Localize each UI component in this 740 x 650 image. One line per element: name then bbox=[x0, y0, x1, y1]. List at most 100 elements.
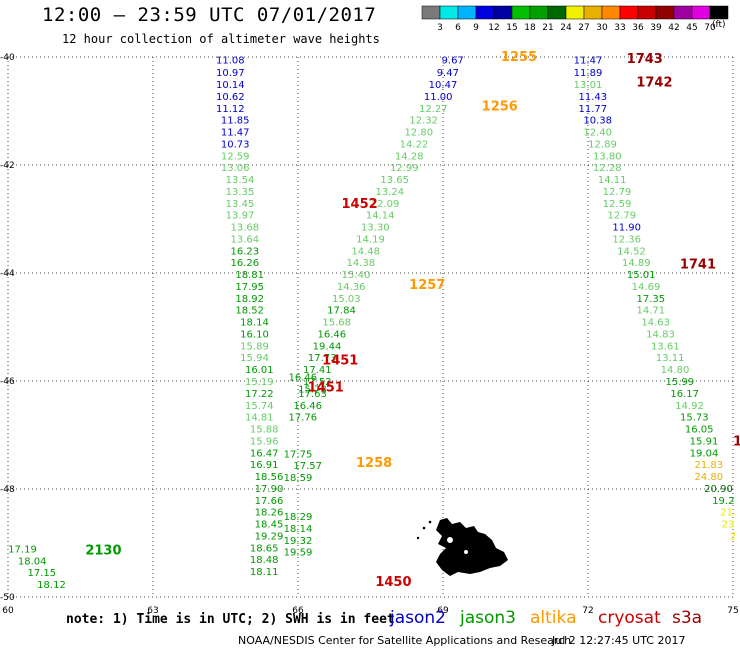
pass-time-label: 2130 bbox=[85, 543, 121, 558]
pass-time-label: 1450 bbox=[375, 575, 411, 590]
swh-value: 12.79 bbox=[603, 187, 632, 198]
islet bbox=[428, 520, 432, 524]
swh-value: 14.38 bbox=[347, 258, 376, 269]
swh-value: 18.52 bbox=[235, 306, 264, 317]
swh-value: 17.57 bbox=[293, 461, 322, 472]
swh-value: 13.97 bbox=[226, 211, 255, 222]
lon-tick-label: 60 bbox=[2, 606, 14, 616]
lat-tick-label: -44 bbox=[0, 269, 15, 279]
legend-cryosat: cryosat bbox=[598, 608, 661, 628]
swh-value: 11.08 bbox=[216, 56, 245, 67]
colorbar-label: 70 bbox=[704, 23, 716, 33]
lon-tick-label: 75 bbox=[727, 606, 738, 616]
swh-value: 19.44 bbox=[313, 341, 342, 352]
swh-value: 9.47 bbox=[437, 68, 459, 79]
footnote: note: 1) Time is in UTC; 2) SWH is in fe… bbox=[66, 612, 395, 627]
swh-value: 10.62 bbox=[216, 92, 245, 103]
pass-time-label: 1451 bbox=[308, 380, 344, 395]
pass-time-label: 1 bbox=[733, 434, 740, 449]
swh-value: 15.40 bbox=[342, 270, 371, 281]
legend-jason2: jason2 bbox=[390, 608, 446, 628]
pass-time-label: 1741 bbox=[680, 257, 716, 272]
lat-tick-label: -42 bbox=[0, 161, 15, 171]
swh-value: 16.26 bbox=[231, 258, 260, 269]
swh-value: 24.80 bbox=[695, 472, 724, 483]
swh-value: 18.04 bbox=[18, 556, 47, 567]
swh-value: 21.83 bbox=[695, 460, 724, 471]
swh-value: 14.19 bbox=[356, 234, 385, 245]
colorbar-label: 12 bbox=[488, 23, 499, 33]
legend-jason3: jason3 bbox=[460, 608, 516, 628]
swh-value: 10.73 bbox=[221, 139, 250, 150]
swh-value: 23 bbox=[722, 520, 735, 531]
swh-value: 13.45 bbox=[226, 199, 255, 210]
legend-altika: altika bbox=[530, 608, 577, 628]
swh-value: 14.11 bbox=[598, 175, 627, 186]
swh-value: 13.80 bbox=[593, 151, 622, 162]
swh-value: 17.63 bbox=[298, 389, 327, 400]
swh-value: 12.99 bbox=[390, 163, 419, 174]
swh-value: 13.11 bbox=[656, 353, 685, 364]
swh-value: 18.29 bbox=[284, 512, 313, 523]
swh-value: 18.59 bbox=[284, 473, 313, 484]
colorbar-label: 42 bbox=[668, 23, 679, 33]
lon-tick-label: 66 bbox=[292, 606, 304, 616]
pass-time-label: 1257 bbox=[409, 278, 445, 293]
swh-value: 17.66 bbox=[255, 496, 284, 507]
swh-value: 10.38 bbox=[583, 116, 612, 127]
swh-value: 15.68 bbox=[322, 318, 351, 329]
swh-value: 19.04 bbox=[690, 448, 719, 459]
colorbar-label: 21 bbox=[542, 23, 553, 33]
pass-time-label: 1451 bbox=[322, 353, 358, 368]
swh-value: 12.79 bbox=[608, 211, 637, 222]
swh-value: 14.14 bbox=[366, 211, 395, 222]
swh-value: 12.89 bbox=[588, 139, 617, 150]
swh-value: 13.65 bbox=[380, 175, 409, 186]
swh-value: 13.35 bbox=[226, 187, 255, 198]
swh-value: 17.22 bbox=[245, 389, 274, 400]
swh-value: 11.00 bbox=[424, 92, 453, 103]
swh-value: 12.09 bbox=[371, 199, 400, 210]
colorbar-label: 36 bbox=[632, 23, 644, 33]
swh-value: 15.74 bbox=[245, 401, 274, 412]
swh-value: 17.52 bbox=[303, 377, 332, 388]
swh-value: 12.27 bbox=[419, 104, 448, 115]
swh-value: 15.99 bbox=[666, 377, 695, 388]
swh-value: 15.19 bbox=[245, 377, 274, 388]
swh-value: 13.30 bbox=[361, 223, 390, 234]
swh-value: 2 bbox=[730, 531, 736, 542]
swh-value: 15.73 bbox=[298, 385, 327, 396]
swh-value: 13.06 bbox=[221, 163, 250, 174]
lon-tick-label: 63 bbox=[147, 606, 158, 616]
swh-value: 18.48 bbox=[250, 555, 279, 566]
island-landmass bbox=[436, 518, 508, 576]
swh-value: 15.96 bbox=[250, 436, 279, 447]
swh-value: 14.52 bbox=[617, 246, 646, 257]
swh-value: 19.29 bbox=[255, 531, 284, 542]
swh-value: 14.83 bbox=[646, 329, 675, 340]
swh-value: 13.01 bbox=[574, 80, 603, 91]
swh-value: 14.71 bbox=[637, 306, 666, 317]
swh-value: 13.61 bbox=[651, 341, 680, 352]
swh-value: 16.46 bbox=[293, 401, 322, 412]
page-title: 12:00 – 23:59 UTC 07/01/2017 bbox=[42, 4, 377, 26]
swh-value: 14.89 bbox=[622, 258, 651, 269]
swh-value: 17.35 bbox=[637, 294, 666, 305]
swh-value: 17.76 bbox=[289, 413, 318, 424]
swh-value: 18.11 bbox=[250, 567, 279, 578]
swh-value: 18.45 bbox=[255, 520, 284, 531]
lat-tick-label: -46 bbox=[0, 377, 15, 387]
colorbar-label: 9 bbox=[473, 23, 479, 33]
legend-s3a: s3a bbox=[672, 608, 703, 628]
swh-value: 14.36 bbox=[337, 282, 366, 293]
swh-value: 18.26 bbox=[255, 508, 284, 519]
swh-value: 13.24 bbox=[376, 187, 405, 198]
island-gap bbox=[464, 550, 468, 554]
swh-value: 15.88 bbox=[250, 425, 279, 436]
swh-value: 12.59 bbox=[221, 151, 250, 162]
colorbar-unit: (ft) bbox=[712, 20, 726, 30]
swh-value: 17.90 bbox=[255, 484, 284, 495]
swh-value: 13.64 bbox=[231, 234, 260, 245]
swh-value: 9.67 bbox=[442, 56, 464, 67]
swh-value: 20.90 bbox=[704, 484, 733, 495]
